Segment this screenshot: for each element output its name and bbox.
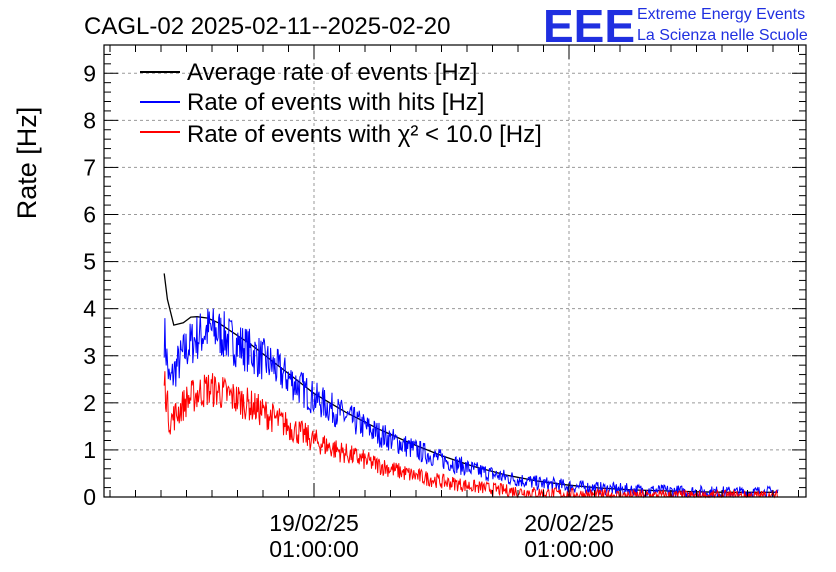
y-tick-labels: 0 1 2 3 4 5 6 7 8 9 (83, 60, 96, 510)
y-tick-label: 3 (83, 343, 96, 369)
legend-label-average: Average rate of events [Hz] (187, 59, 477, 86)
series-layer (163, 273, 779, 499)
y-tick-label: 1 (83, 437, 96, 463)
x-tick-label-date: 20/02/25 (524, 510, 614, 536)
logo-line-1: Extreme Energy Events (637, 6, 805, 23)
legend-label-hits: Rate of events with hits [Hz] (187, 89, 484, 116)
axis-ticks (104, 45, 806, 498)
series-average-line (163, 273, 778, 493)
y-tick-label: 6 (83, 202, 96, 228)
x-tick-label-time: 01:00:00 (269, 536, 359, 562)
series-chi2-line (163, 371, 779, 499)
y-tick-label: 4 (83, 296, 96, 322)
y-axis-label: Rate [Hz] (12, 107, 42, 220)
y-tick-label: 7 (83, 154, 96, 180)
y-tick-label: 5 (83, 249, 96, 275)
grid-lines (104, 45, 806, 497)
logo-line-2: La Scienza nelle Scuole (637, 27, 808, 44)
legend: Average rate of events [Hz] Rate of even… (140, 59, 542, 148)
y-tick-label: 2 (83, 390, 96, 416)
y-tick-label: 9 (83, 60, 96, 86)
x-tick-label-time: 01:00:00 (524, 536, 614, 562)
y-tick-label: 8 (83, 107, 96, 133)
y-tick-label: 0 (83, 484, 96, 510)
x-tick-label-date: 19/02/25 (269, 510, 359, 536)
chart-title: CAGL-02 2025-02-11--2025-02-20 (84, 13, 450, 40)
legend-label-chi2: Rate of events with χ² < 10.0 [Hz] (187, 121, 542, 148)
eee-logo-mark: EEE (543, 0, 635, 52)
